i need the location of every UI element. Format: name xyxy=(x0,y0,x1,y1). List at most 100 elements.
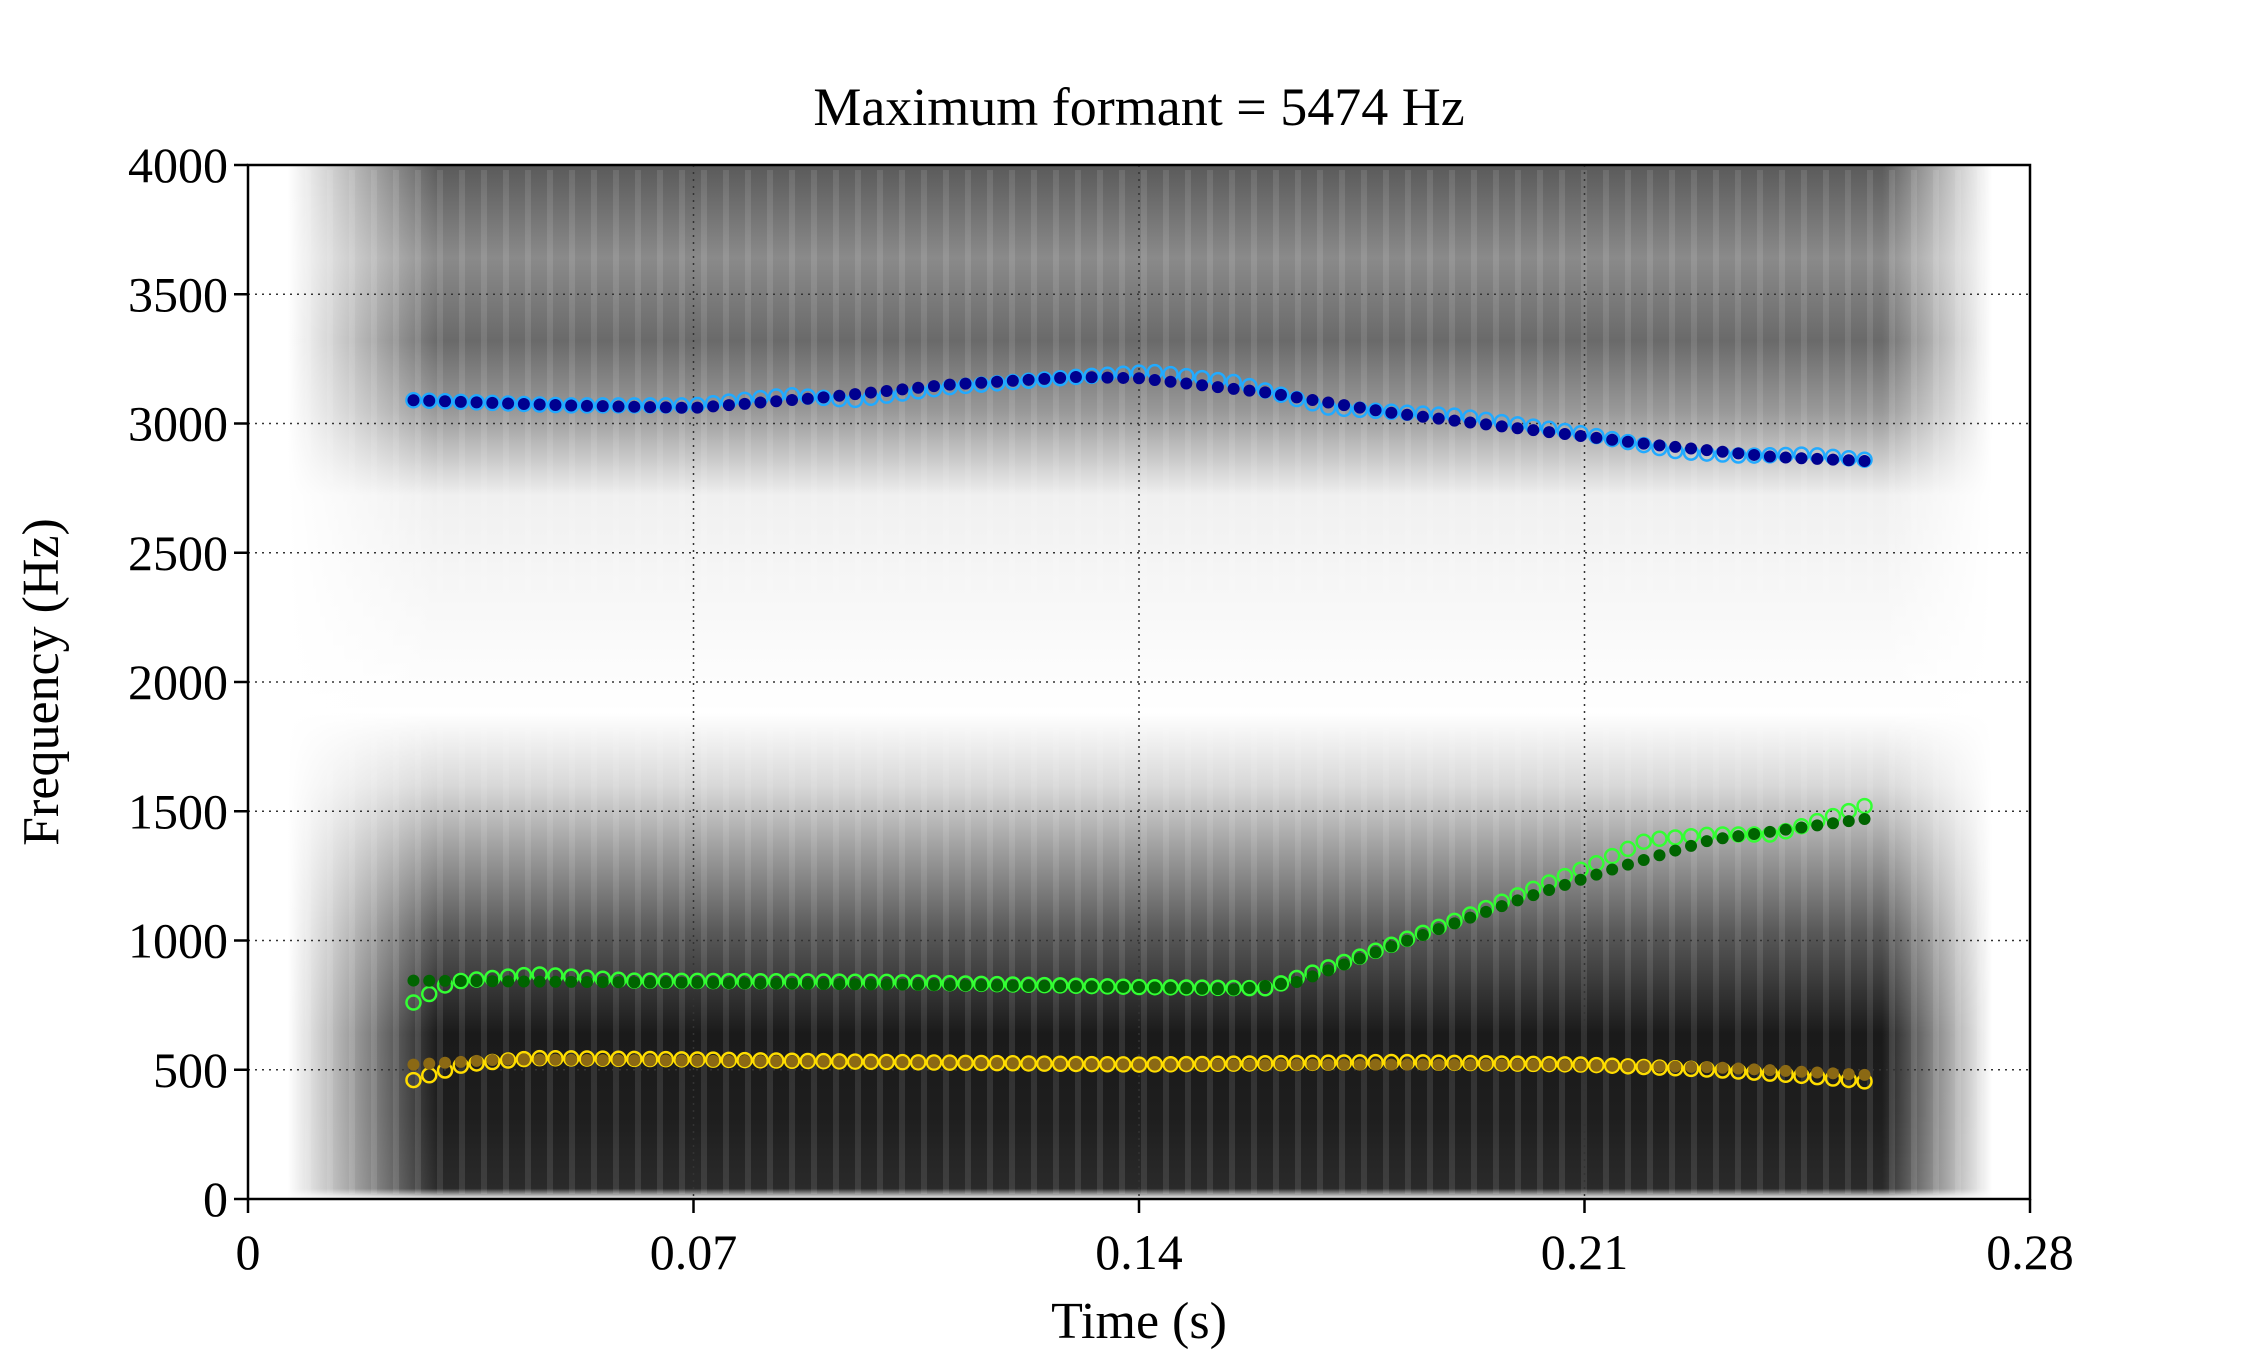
formant-point xyxy=(1479,905,1492,918)
formant-point xyxy=(1051,977,1069,994)
formant-point xyxy=(1164,1058,1177,1071)
formant-point xyxy=(864,386,877,399)
formant-point xyxy=(468,394,485,411)
formant-track-filled xyxy=(407,1053,1871,1081)
formant-point xyxy=(738,397,751,410)
formant-point xyxy=(1685,442,1698,455)
formant-point xyxy=(817,977,830,990)
x-tick-label: 0.28 xyxy=(1986,1224,2074,1280)
formant-point xyxy=(1133,1058,1145,1071)
formant-point xyxy=(1619,433,1637,451)
formant-point xyxy=(815,1052,832,1070)
formant-point xyxy=(1290,1058,1303,1071)
formant-point xyxy=(1227,983,1240,996)
formant-point xyxy=(783,1052,801,1069)
formant-point xyxy=(407,974,420,987)
formant-point xyxy=(1700,835,1713,848)
formant-point xyxy=(691,401,704,414)
formant-point xyxy=(1511,1058,1524,1071)
formant-point xyxy=(786,393,799,406)
formant-point xyxy=(894,1053,911,1071)
formant-point xyxy=(831,1053,848,1070)
formant-point xyxy=(975,979,988,992)
formant-point xyxy=(1180,982,1193,995)
formant-point xyxy=(407,394,420,407)
formant-point xyxy=(515,1050,533,1068)
formant-point xyxy=(1085,980,1098,993)
x-axis: 0 0.07 0.14 0.21 0.28 xyxy=(236,1199,2074,1280)
formant-point xyxy=(1558,1059,1571,1072)
formant-point xyxy=(454,1055,467,1068)
formant-point xyxy=(1006,1057,1019,1070)
formant-point xyxy=(801,392,814,405)
formant-point xyxy=(580,976,593,989)
formant-point xyxy=(439,974,452,987)
formant-point xyxy=(833,978,846,991)
formant-point xyxy=(1022,1057,1035,1070)
formant-point xyxy=(405,1071,422,1089)
formant-point xyxy=(612,400,625,413)
formant-point xyxy=(420,392,438,410)
formant-point xyxy=(1606,433,1619,446)
formant-point xyxy=(1685,1060,1698,1073)
formant-point xyxy=(770,977,783,990)
formant-point xyxy=(1635,1058,1652,1076)
formant-point xyxy=(1038,1057,1051,1070)
formant-point xyxy=(549,399,562,412)
formant-point xyxy=(596,1054,609,1067)
formant-point xyxy=(1369,404,1382,417)
formant-point xyxy=(1479,1058,1492,1071)
formant-point xyxy=(1101,371,1114,384)
formant-point xyxy=(1669,440,1682,453)
formant-point xyxy=(1543,1058,1556,1071)
formant-point xyxy=(991,375,1004,388)
formant-point xyxy=(659,401,672,414)
formant-point xyxy=(565,399,578,412)
formant-point xyxy=(1117,371,1130,384)
formant-point xyxy=(1590,868,1603,881)
formant-point xyxy=(1527,889,1540,902)
formant-point xyxy=(486,975,499,988)
formant-point xyxy=(659,1054,672,1067)
formant-point xyxy=(912,381,925,394)
formant-point xyxy=(675,976,688,989)
formant-point xyxy=(988,1054,1006,1072)
formant-point xyxy=(1083,1055,1100,1073)
formant-point xyxy=(1022,373,1035,386)
formant-point xyxy=(896,383,909,396)
formant-point xyxy=(1432,412,1445,425)
formant-point xyxy=(533,975,546,988)
formant-point xyxy=(452,393,470,411)
formant-point xyxy=(1130,1056,1148,1073)
formant-point xyxy=(1858,813,1871,826)
formant-point xyxy=(1464,1058,1477,1071)
formant-point xyxy=(722,1054,735,1067)
formant-point xyxy=(549,1053,562,1066)
formant-point xyxy=(1448,1058,1461,1071)
formant-point xyxy=(1322,964,1335,977)
x-tick-label: 0.14 xyxy=(1095,1224,1183,1280)
formant-point xyxy=(596,400,609,413)
formant-point xyxy=(1558,428,1571,441)
formant-point xyxy=(1858,1068,1871,1081)
formant-point xyxy=(1117,980,1130,993)
formant-point xyxy=(596,976,609,989)
formant-point xyxy=(878,1053,895,1071)
formant-point xyxy=(547,396,564,414)
formant-point xyxy=(1543,883,1556,896)
formant-point xyxy=(1858,454,1871,467)
formant-point xyxy=(644,1054,657,1067)
formant-point xyxy=(1574,873,1587,886)
formant-point xyxy=(1525,1055,1542,1073)
y-tick-label: 1000 xyxy=(128,913,228,969)
formant-point xyxy=(864,1055,877,1068)
formant-point xyxy=(767,1052,785,1069)
formant-point xyxy=(1509,1055,1526,1072)
formant-point xyxy=(927,380,940,393)
formant-point xyxy=(612,976,625,989)
formant-point xyxy=(925,1054,943,1071)
formant-point xyxy=(1748,827,1761,840)
formant-point xyxy=(517,975,530,988)
formant-point xyxy=(502,397,515,410)
formant-point xyxy=(1621,1060,1634,1073)
